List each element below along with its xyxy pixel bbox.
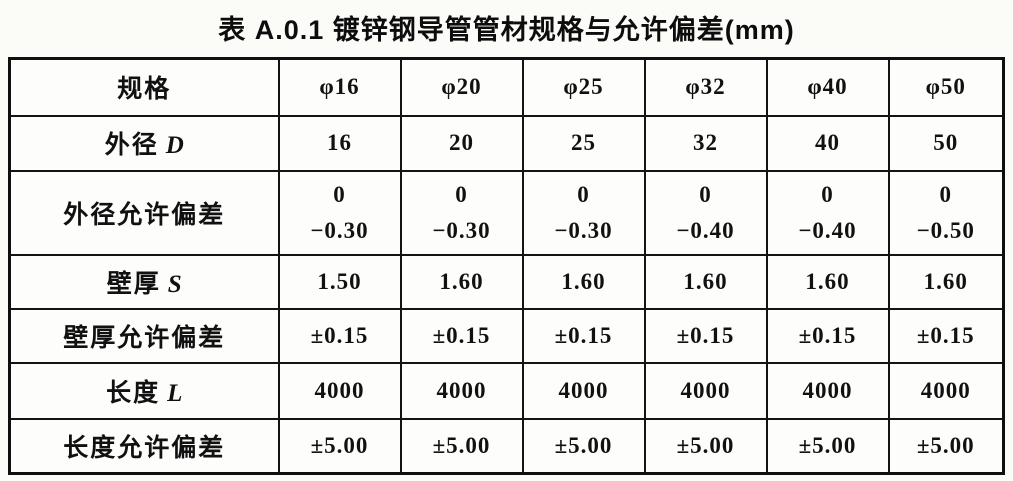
row-label: 外径 D [8, 114, 280, 172]
row-wall-thickness: 壁厚 S 1.50 1.60 1.60 1.60 1.60 1.60 [8, 253, 1005, 310]
table-cell: 4000 [399, 361, 524, 420]
table-cell: φ25 [521, 57, 646, 117]
table-cell: 4000 [277, 361, 402, 420]
table-cell: 1.60 [643, 253, 768, 310]
table-cell: 1.60 [765, 253, 890, 310]
row-label: 长度 L [8, 361, 280, 420]
row-label-text: 壁厚 [106, 270, 161, 298]
table-cell: ±0.15 [399, 307, 524, 364]
table-cell: 0 −0.30 [521, 169, 646, 256]
table-cell: 16 [277, 114, 402, 172]
row-outer-diameter: 外径 D 16 20 25 32 40 50 [8, 114, 1005, 172]
table-cell: 50 [887, 114, 1005, 172]
row-label-variable: D [165, 132, 184, 159]
table-cell: φ16 [277, 57, 402, 117]
row-label: 壁厚 S [8, 253, 280, 310]
table-title: 表 A.0.1 镀锌钢导管管材规格与允许偏差(mm) [218, 15, 795, 45]
row-label: 外径允许偏差 [8, 169, 280, 256]
table-cell: 4000 [765, 361, 890, 420]
row-label-variable: S [167, 270, 182, 298]
table-cell: 32 [643, 114, 768, 172]
row-label-variable: L [167, 379, 183, 407]
row-label-text: 长度 [106, 379, 161, 407]
table-cell: 0 −0.40 [765, 169, 890, 256]
row-wall-thickness-tolerance: 壁厚允许偏差 ±0.15 ±0.15 ±0.15 ±0.15 ±0.15 ±0.… [8, 307, 1005, 364]
row-label-text: 外径允许偏差 [63, 201, 226, 229]
table-cell: φ32 [643, 57, 768, 117]
row-outer-diameter-tolerance: 外径允许偏差 0 −0.30 0 −0.30 0 −0.30 0 −0.40 0… [8, 169, 1005, 256]
table-cell: ±0.15 [765, 307, 890, 364]
table-cell: 4000 [887, 361, 1005, 420]
table-cell: φ40 [765, 57, 890, 117]
table-cell: 1.50 [277, 253, 402, 310]
table-cell: φ50 [887, 57, 1005, 117]
row-length-tolerance: 长度允许偏差 ±5.00 ±5.00 ±5.00 ±5.00 ±5.00 ±5.… [8, 417, 1005, 475]
table-cell: ±0.15 [643, 307, 768, 364]
table-cell: ±5.00 [399, 417, 524, 475]
row-label-text: 长度允许偏差 [63, 434, 226, 462]
table-cell: 40 [765, 114, 890, 172]
table-cell: ±5.00 [765, 417, 890, 475]
table-cell: ±0.15 [887, 307, 1005, 364]
table-cell: ±0.15 [277, 307, 402, 364]
row-label: 壁厚允许偏差 [8, 307, 280, 364]
row-label-text: 壁厚允许偏差 [63, 324, 226, 352]
row-label: 规格 [8, 57, 280, 117]
row-spec: 规格 φ16 φ20 φ25 φ32 φ40 φ50 [8, 57, 1005, 117]
table-cell: ±5.00 [521, 417, 646, 475]
table-cell: 4000 [521, 361, 646, 420]
table-cell: 4000 [643, 361, 768, 420]
table-cell: 1.60 [521, 253, 646, 310]
table-cell: ±5.00 [277, 417, 402, 475]
table-cell: 1.60 [887, 253, 1005, 310]
table-cell: 1.60 [399, 253, 524, 310]
table-cell: 0 −0.30 [399, 169, 524, 256]
table-cell: ±0.15 [521, 307, 646, 364]
table-cell: 0 −0.30 [277, 169, 402, 256]
spec-table: 规格 φ16 φ20 φ25 φ32 φ40 φ50 外径 D 16 20 25 … [8, 57, 1005, 475]
table-cell: φ20 [399, 57, 524, 117]
table-cell: 25 [521, 114, 646, 172]
row-length: 长度 L 4000 4000 4000 4000 4000 4000 [8, 361, 1005, 420]
table-cell: 20 [399, 114, 524, 172]
row-label-text: 外径 [104, 132, 159, 159]
row-label-text: 规格 [117, 76, 172, 104]
table-cell: 0 −0.50 [887, 169, 1005, 256]
table-cell: 0 −0.40 [643, 169, 768, 256]
table-cell: ±5.00 [887, 417, 1005, 475]
table-cell: ±5.00 [643, 417, 768, 475]
row-label: 长度允许偏差 [8, 417, 280, 475]
